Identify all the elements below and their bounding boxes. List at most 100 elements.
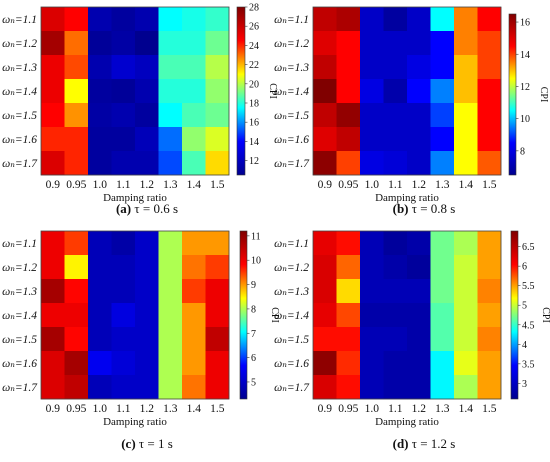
heatmap-cell xyxy=(64,303,89,328)
colorbar-tick-label: 16 xyxy=(249,118,259,129)
heatmap-cell xyxy=(383,79,408,104)
heatmap-cell xyxy=(64,255,89,280)
heatmap-cell xyxy=(111,375,136,400)
column-label: 1.4 xyxy=(459,179,474,191)
heatmap-cell xyxy=(41,7,65,32)
heatmap-cell xyxy=(158,351,183,376)
heatmap-cell xyxy=(205,279,230,304)
heatmap-cell xyxy=(158,279,183,304)
row-label: ωₙ=1.7 xyxy=(274,382,310,394)
heatmap-cell xyxy=(88,303,112,328)
heatmap-cell xyxy=(407,55,431,80)
column-label: 1.3 xyxy=(435,403,450,415)
heatmap-cell xyxy=(407,351,431,376)
heatmap-cell xyxy=(88,103,112,128)
row-label: ωₙ=1.4 xyxy=(2,310,37,322)
column-label: 1.0 xyxy=(93,403,108,415)
heatmap-cell xyxy=(135,351,159,376)
heatmap-cell xyxy=(477,303,502,328)
heatmap-cell xyxy=(360,327,384,352)
x-axis-title: Damping ratio xyxy=(375,416,439,428)
heatmap-cell xyxy=(135,279,159,304)
colorbar-tick-label: 6 xyxy=(522,262,527,273)
heatmap-cell xyxy=(158,231,183,256)
heatmap-cell xyxy=(477,151,502,176)
column-label: 1.1 xyxy=(388,403,403,415)
colorbar-tick-label: 14 xyxy=(520,50,530,61)
row-label: ωₙ=1.6 xyxy=(274,134,309,146)
heatmap-cell xyxy=(407,127,431,152)
row-label: ωₙ=1.6 xyxy=(2,134,37,146)
heatmap-cell xyxy=(41,255,65,280)
heatmap-cell xyxy=(407,327,431,352)
column-label: 1.5 xyxy=(210,179,225,191)
heatmap-cell xyxy=(407,7,431,32)
heatmap-cell xyxy=(383,7,408,32)
colorbar-tick-label: 8 xyxy=(520,146,525,157)
heatmap-cell xyxy=(360,127,384,152)
column-label: 0.95 xyxy=(66,403,86,415)
heatmap-cell xyxy=(477,279,502,304)
panel-caption: (c) τ = 1 s xyxy=(121,436,173,451)
heatmap-cell xyxy=(430,327,455,352)
heatmap-cell xyxy=(430,303,455,328)
heatmap-cell xyxy=(135,7,159,32)
column-label: 1.4 xyxy=(187,179,202,191)
heatmap-cell xyxy=(88,231,112,256)
row-label: ωₙ=1.6 xyxy=(274,358,309,370)
colorbar-title: CPI xyxy=(267,83,278,99)
heatmap-cell xyxy=(111,151,136,176)
column-label: 0.9 xyxy=(46,403,61,415)
heatmap-cell xyxy=(360,255,384,280)
heatmap-cell xyxy=(88,327,112,352)
heatmap-cell xyxy=(430,103,455,128)
heatmap-cell xyxy=(88,127,112,152)
heatmap-cell xyxy=(135,151,159,176)
heatmap-cell xyxy=(360,7,384,32)
column-label: 1.5 xyxy=(210,403,225,415)
column-label: 1.2 xyxy=(140,179,155,191)
heatmap-cell xyxy=(313,375,337,400)
heatmap-cell xyxy=(454,55,478,80)
heatmap-cell xyxy=(454,127,478,152)
row-label: ωₙ=1.3 xyxy=(274,286,309,298)
heatmap-cell xyxy=(477,103,502,128)
plot-frame xyxy=(40,6,230,176)
heatmap-cell xyxy=(41,151,65,176)
heatmap-cell xyxy=(182,103,206,128)
panel-caption: (d) τ = 1.2 s xyxy=(393,436,456,451)
heatmap-cell xyxy=(135,55,159,80)
row-label: ωₙ=1.3 xyxy=(274,62,309,74)
row-label: ωₙ=1.5 xyxy=(274,110,309,122)
heatmap-cell xyxy=(205,127,230,152)
row-label: ωₙ=1.2 xyxy=(274,262,309,274)
colorbar-tick-label: 14 xyxy=(249,137,259,148)
heatmap-cell xyxy=(111,231,136,256)
column-label: 0.9 xyxy=(318,403,333,415)
heatmap-cell xyxy=(477,255,502,280)
heatmap-cell xyxy=(477,351,502,376)
colorbar-tick-label: 20 xyxy=(249,79,259,90)
heatmap-cell xyxy=(477,55,502,80)
heatmap-cell xyxy=(88,79,112,104)
heatmap-cell xyxy=(454,31,478,56)
colorbar-tick-label: 3 xyxy=(522,379,527,390)
row-label: ωₙ=1.1 xyxy=(274,14,309,26)
heatmap-cell xyxy=(313,303,337,328)
heatmap-cell xyxy=(88,55,112,80)
heatmap-cell xyxy=(454,103,478,128)
heatmap-cell xyxy=(158,255,183,280)
row-label: ωₙ=1.1 xyxy=(274,238,309,250)
colorbar-tick-label: 5 xyxy=(522,301,527,312)
plot-frame xyxy=(40,230,230,400)
heatmap-cell xyxy=(111,279,136,304)
heatmap-cell xyxy=(182,351,206,376)
heatmap-cell xyxy=(135,231,159,256)
row-label: ωₙ=1.3 xyxy=(2,286,37,298)
heatmap-cell xyxy=(477,327,502,352)
heatmap-cell xyxy=(88,7,112,32)
colorbar-tick-label: 5 xyxy=(251,377,256,388)
heatmap-cell xyxy=(383,151,408,176)
column-label: 1.2 xyxy=(140,403,155,415)
heatmap-cell xyxy=(313,279,337,304)
